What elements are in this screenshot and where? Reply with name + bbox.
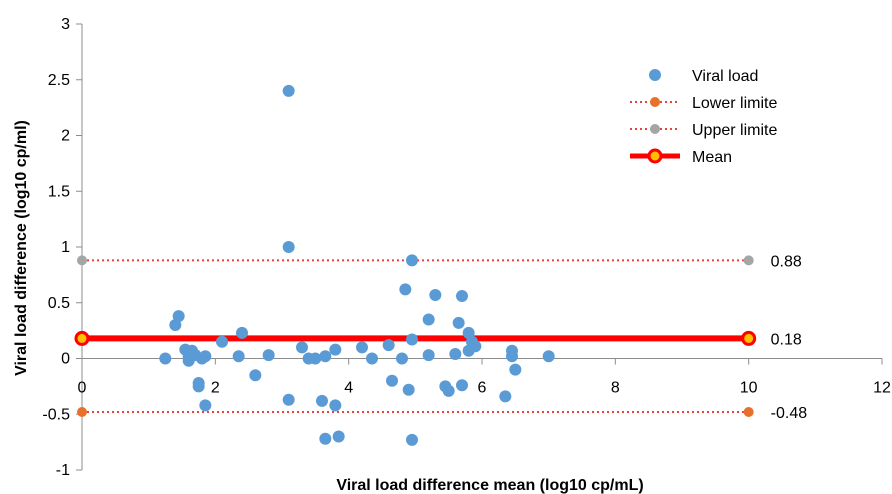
- y-tick-label: -1: [56, 462, 70, 479]
- data-point: [542, 350, 555, 363]
- data-point: [509, 363, 522, 376]
- legend-marker-mean: [647, 148, 663, 164]
- y-tick-label: -0.5: [42, 406, 70, 423]
- data-point: [396, 352, 408, 365]
- data-point: [329, 399, 342, 412]
- scatter-points: [159, 84, 555, 446]
- data-point: [249, 369, 262, 382]
- data-point: [319, 432, 332, 445]
- lower-limite-marker: [743, 407, 754, 418]
- y-tick-label: 1: [61, 239, 70, 256]
- data-point: [456, 290, 468, 303]
- data-point: [329, 343, 342, 356]
- x-tick-label: 4: [344, 380, 353, 397]
- data-point: [422, 313, 435, 326]
- lower-limite-marker: [77, 407, 87, 418]
- y-tick-label: 0.5: [48, 295, 70, 312]
- data-point: [449, 348, 462, 361]
- data-point: [406, 333, 418, 346]
- upper-limite-marker: [77, 255, 87, 266]
- data-point: [429, 288, 442, 301]
- data-point: [192, 380, 205, 393]
- legend-label-lower-limite: Lower limite: [692, 95, 777, 112]
- upper-limite-marker: [743, 255, 754, 266]
- data-point: [506, 350, 518, 363]
- data-point: [469, 340, 482, 353]
- legend-marker-lower-limite: [650, 97, 660, 107]
- mean-marker: [74, 330, 90, 346]
- reference-value-label: -0.48: [771, 405, 808, 422]
- y-axis-title: Viral load difference (log10 cp/ml): [13, 120, 30, 376]
- data-point: [422, 349, 435, 362]
- data-point: [199, 350, 212, 363]
- data-point: [406, 433, 418, 446]
- data-point: [452, 316, 465, 329]
- legend-label-mean: Mean: [692, 149, 732, 166]
- x-tick-label: 0: [78, 380, 87, 397]
- y-tick-label: 0: [61, 351, 70, 368]
- data-point: [442, 384, 455, 397]
- reference-value-label: 0.18: [771, 331, 802, 348]
- y-tick-label: 2.5: [48, 72, 70, 89]
- x-tick-label: 12: [873, 380, 891, 397]
- legend-marker-viral-load: [649, 69, 661, 81]
- legend-label-viral-load: Viral load: [692, 68, 758, 85]
- data-point: [386, 374, 398, 387]
- data-point: [282, 241, 295, 253]
- y-tick-label: 3: [61, 16, 70, 33]
- data-point: [159, 352, 172, 365]
- data-point: [282, 393, 295, 406]
- data-point: [332, 430, 345, 443]
- data-point: [282, 84, 295, 97]
- data-point: [399, 283, 412, 296]
- y-tick-label: 1.5: [48, 183, 70, 200]
- data-point: [319, 350, 332, 363]
- data-point: [309, 352, 322, 365]
- data-point: [456, 379, 468, 392]
- data-point: [316, 394, 328, 407]
- x-tick-label: 8: [611, 380, 620, 397]
- reference-value-labels: 0.88 0.18 -0.48: [771, 253, 808, 422]
- reference-value-label: 0.88: [771, 253, 802, 270]
- x-tick-label: 10: [740, 380, 758, 397]
- data-point: [366, 352, 378, 365]
- data-point: [402, 383, 415, 396]
- legend: Viral load Lower limite Upper limite Mean: [630, 68, 777, 166]
- x-tick-label: 6: [478, 380, 487, 397]
- data-point: [216, 335, 228, 348]
- data-point: [262, 349, 275, 362]
- mean-marker: [741, 330, 757, 346]
- data-point: [296, 341, 308, 354]
- data-point: [232, 350, 245, 363]
- y-tick-label: 2: [61, 128, 70, 145]
- data-point: [172, 310, 185, 323]
- x-axis-title: Viral load difference mean (log10 cp/mL): [336, 477, 643, 494]
- data-point: [499, 390, 512, 403]
- axes: -1 -0.5 0 0.5 1 1.5 2 2.5 3 0 2 4 6 8 10 12: [42, 16, 891, 479]
- legend-marker-upper-limite: [650, 124, 660, 134]
- data-point: [356, 341, 368, 354]
- data-point: [199, 399, 212, 412]
- data-point: [406, 254, 418, 267]
- legend-label-upper-limite: Upper limite: [692, 122, 777, 139]
- x-tick-label: 2: [211, 380, 220, 397]
- data-point: [236, 326, 248, 339]
- data-point: [382, 339, 395, 352]
